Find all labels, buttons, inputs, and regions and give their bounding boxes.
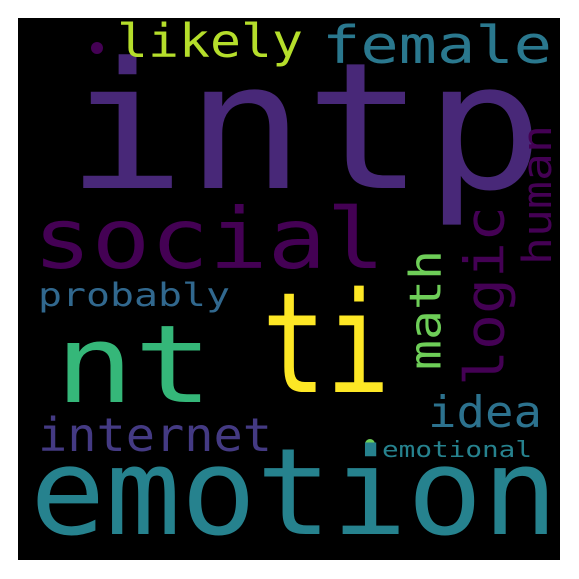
word-logic: logic [454,206,517,386]
word-internet: internet [38,408,272,462]
word-intp: intp [66,25,544,230]
word-probably: probably [38,276,230,314]
word-emotion: emotion [30,424,558,563]
dot-mark [91,42,103,54]
word-ti: ti [262,263,390,426]
word-nt: nt [55,303,213,428]
word-idea: idea [428,387,542,438]
word-math: math [401,250,452,370]
word-female: female [322,16,552,76]
dot-mark [365,439,375,449]
cloud-background [18,18,560,560]
word-likely: likely [117,14,303,68]
word-human: human [515,125,561,265]
word-social: social [33,190,385,288]
word-emotional: emotional [382,438,532,463]
